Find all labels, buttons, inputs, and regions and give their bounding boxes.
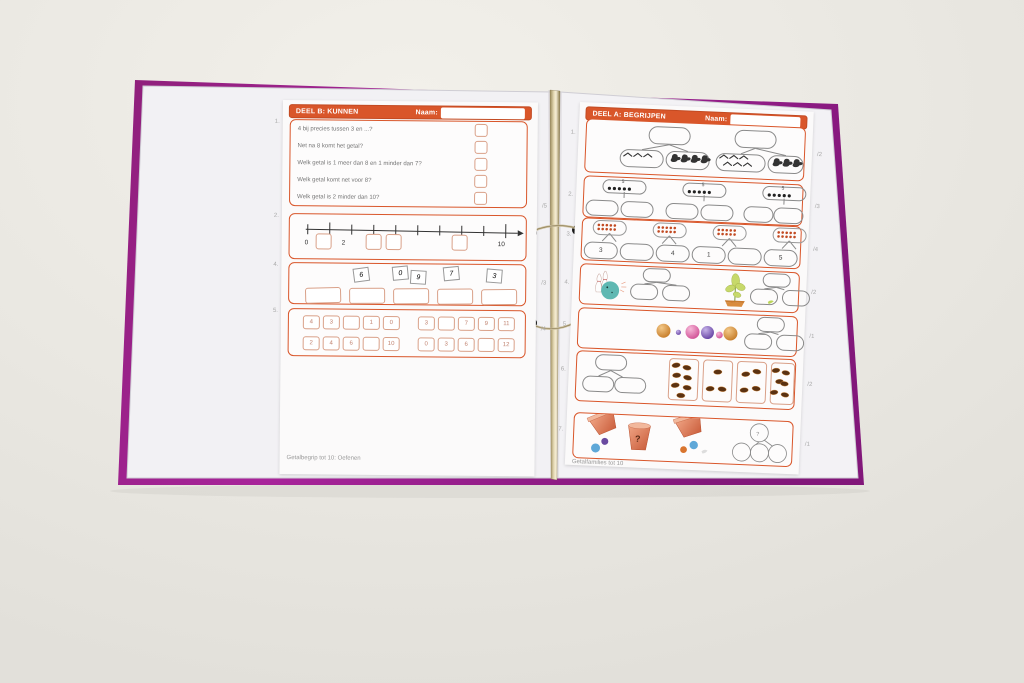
svg-text:10: 10 [498, 241, 506, 248]
svg-text:0: 0 [305, 239, 309, 246]
svg-text:?: ? [756, 432, 759, 438]
svg-text:2: 2 [342, 240, 346, 247]
